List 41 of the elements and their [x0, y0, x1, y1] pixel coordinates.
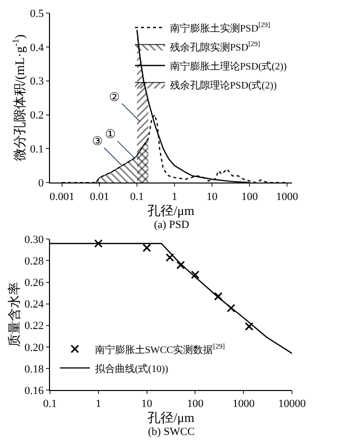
y-tick-label: 0.26 [24, 277, 44, 290]
legend-label: 南宁膨胀土实测PSD$^{[29]}$ [170, 21, 270, 34]
y-tick-label: 0.1 [30, 144, 44, 156]
x-tick-label: 0.01 [90, 190, 110, 203]
x-tick-label: 0.001 [50, 190, 74, 203]
y-axis-title: 质量含水率 [6, 282, 22, 348]
text: (a) PSD [154, 219, 190, 231]
y-tick-label: 0 [38, 178, 44, 190]
y-tick-label: 0.5 [30, 8, 44, 20]
y-tick-label: 0.28 [24, 256, 44, 268]
y-tick-label: 0.24 [24, 298, 44, 311]
x-tick-label: 1 [172, 190, 178, 203]
annotation: ② [109, 90, 120, 104]
y-tick-label: 0.3 [30, 76, 44, 88]
y-tick-label: 0.2 [30, 110, 44, 122]
y-tick-label: 0.22 [24, 320, 44, 332]
y-tick-label: 0.4 [30, 42, 44, 54]
y-tick-label: 0.20 [24, 342, 44, 354]
text: (b) SWCC [148, 426, 195, 438]
x-tick-label: 0.1 [130, 190, 144, 203]
legend-label: 拟合曲线(式(10)) [94, 362, 168, 375]
legend-label: 南宁膨胀土SWCC实测数据$^{[29]}$ [94, 342, 225, 356]
legend-label: 残余孔隙理论PSD(式(2)) [170, 79, 277, 92]
x-tick-label: 100 [186, 398, 204, 410]
x-tick-label: 1000 [276, 190, 299, 203]
x-tick-label: 100 [241, 190, 258, 203]
x-tick-label: 1000 [232, 398, 256, 410]
x-tick-label: 10 [141, 398, 153, 410]
y-tick-label: 0.18 [24, 363, 44, 376]
y-tick-label: 0.16 [24, 384, 44, 397]
x-tick-label: 0.1 [43, 398, 57, 410]
legend-label: 南宁膨胀土理论PSD(式(2)) [170, 60, 287, 72]
annotation: ③ [92, 134, 103, 148]
legend-label: 残余孔隙实测PSD$^{[29]}$ [170, 40, 260, 54]
x-tick-label: 10 [206, 190, 218, 203]
annotation: ① [105, 127, 116, 141]
x-tick-label: 10000 [278, 398, 306, 410]
y-tick-label: 0.30 [24, 234, 44, 246]
x-axis-title: 孔径/μm [148, 410, 194, 426]
x-tick-label: 1 [96, 398, 102, 410]
x-axis-title: 孔径/μm [148, 202, 194, 218]
